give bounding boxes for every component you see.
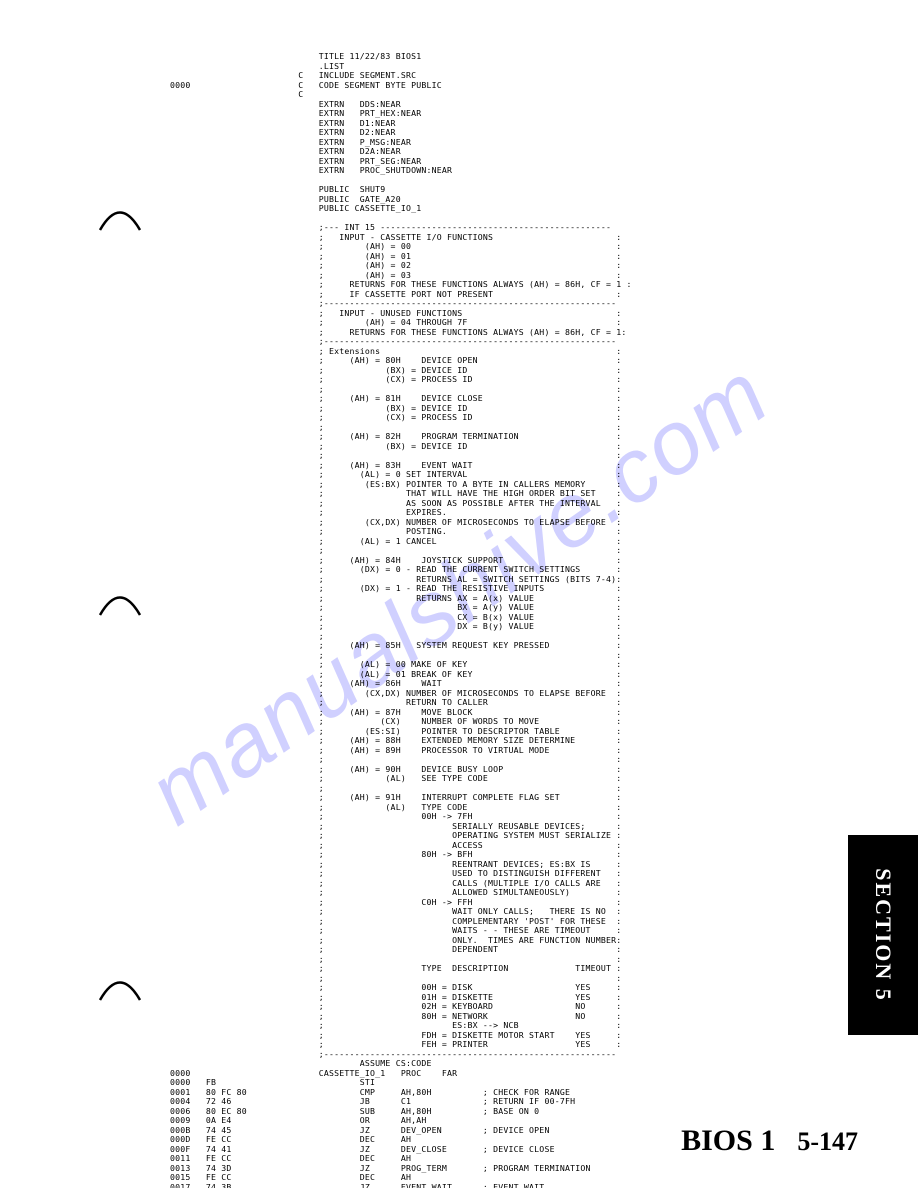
binder-hole-icon [95, 975, 145, 1005]
binder-hole-icon [95, 205, 145, 235]
binder-hole-icon [95, 590, 145, 620]
assembly-listing: TITLE 11/22/83 BIOS1 .LIST C INCLUDE SEG… [170, 52, 632, 1188]
footer-title: BIOS 1 [681, 1124, 775, 1157]
section-tab: SECTION 5 [848, 835, 918, 1035]
page-footer: BIOS 1 5-147 [681, 1124, 858, 1158]
footer-page-number: 5-147 [797, 1127, 858, 1156]
section-tab-label: SECTION 5 [870, 868, 896, 1002]
